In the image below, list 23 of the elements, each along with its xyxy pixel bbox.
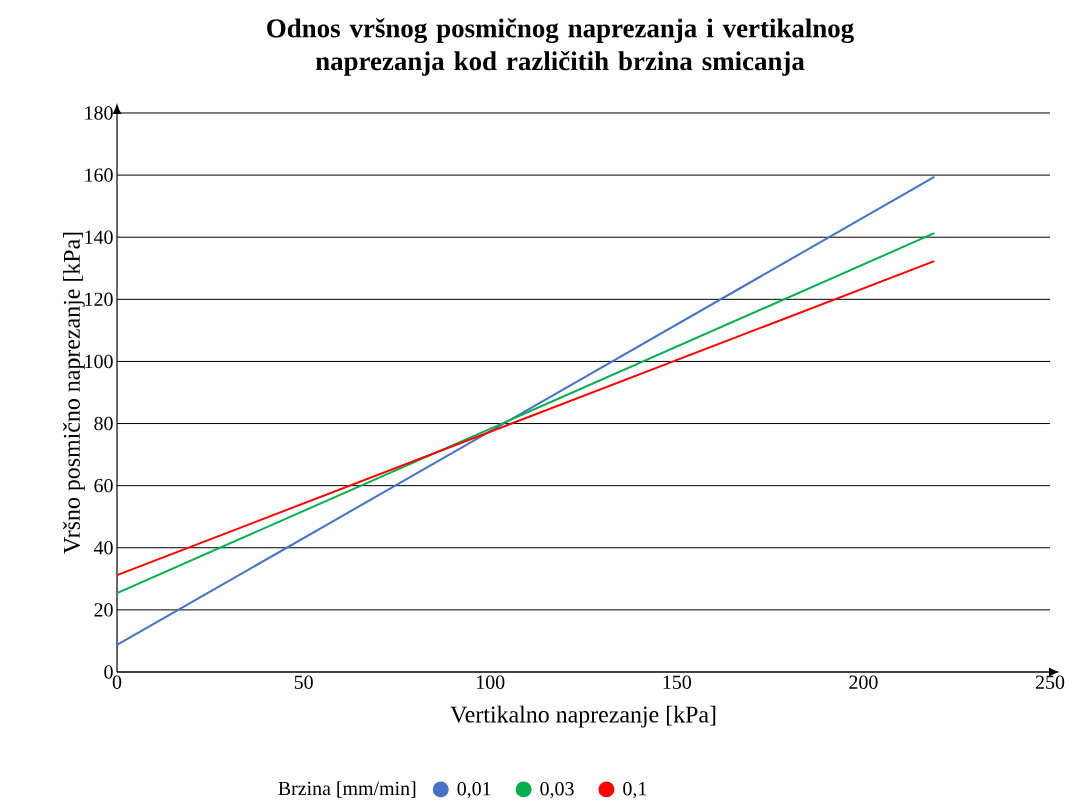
- legend-label: 0,03: [540, 782, 574, 799]
- y-tick-label: 40: [93, 541, 113, 555]
- y-tick-label: 120: [85, 292, 113, 307]
- chart-title: Odnos vršnog posmičnog naprezanja i vertikalnog naprezanja kod različitih brzina smicanja: [267, 18, 854, 76]
- y-tick-label: 160: [85, 168, 113, 182]
- x-tick-label: 200: [849, 675, 878, 689]
- x-tick-label: 0: [112, 675, 122, 689]
- x-axis-title: Vertikalno naprezanje [kPa]: [450, 705, 716, 728]
- y-tick-label: 100: [85, 354, 113, 369]
- y-tick-label: 80: [94, 416, 113, 431]
- legend-label: 0,01: [457, 782, 491, 799]
- y-tick-label: 20: [94, 603, 113, 617]
- x-tick-label: 150: [663, 675, 691, 689]
- y-axis-title: Vršno posmično naprezanje [kPa]: [63, 232, 85, 554]
- x-tick-label: 100: [477, 675, 505, 689]
- y-tick-label: 0: [104, 665, 113, 679]
- x-tick-label: 50: [294, 675, 313, 689]
- legend-label: 0,1: [623, 782, 647, 799]
- y-tick-label: 60: [94, 478, 113, 493]
- legend-title: Brzina [mm/min]: [278, 781, 416, 798]
- x-tick-label: 250: [1035, 675, 1065, 689]
- y-tick-label: 180: [85, 106, 113, 120]
- y-tick-label: 140: [85, 230, 113, 244]
